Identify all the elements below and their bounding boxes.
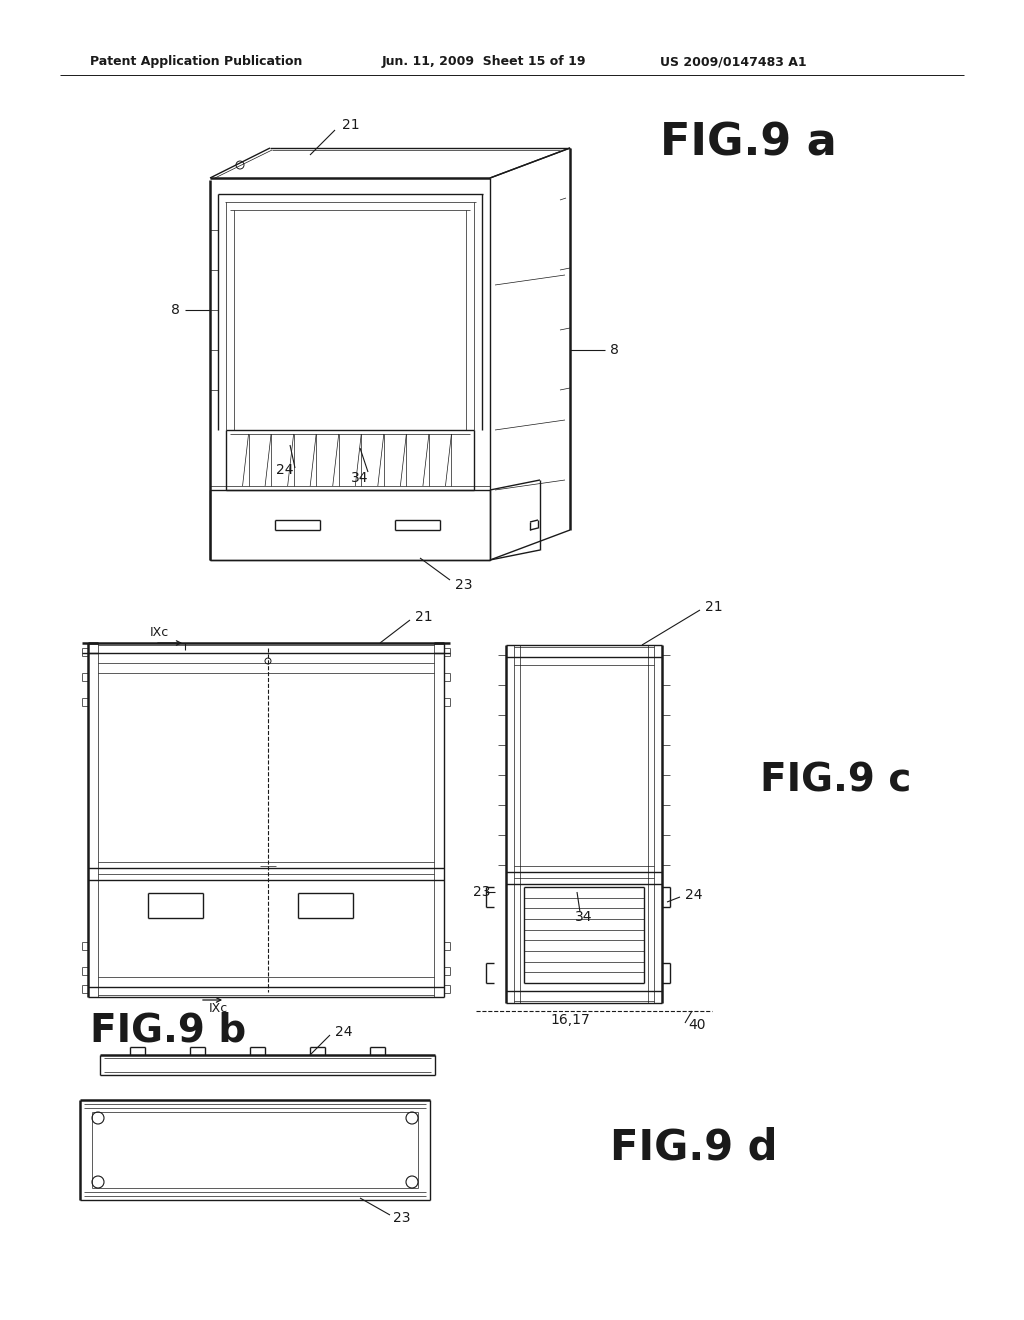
Text: FIG.9 d: FIG.9 d	[610, 1127, 777, 1170]
Text: 34: 34	[575, 909, 593, 924]
Text: Patent Application Publication: Patent Application Publication	[90, 55, 302, 69]
Text: 21: 21	[342, 117, 359, 132]
Text: IXc: IXc	[208, 1002, 227, 1015]
Text: 23: 23	[455, 578, 472, 591]
Text: 24: 24	[335, 1026, 352, 1039]
Text: 34: 34	[351, 471, 369, 484]
Text: FIG.9 b: FIG.9 b	[90, 1011, 246, 1049]
Text: FIG.9 a: FIG.9 a	[660, 121, 837, 165]
Text: 40: 40	[688, 1018, 706, 1032]
Text: 21: 21	[705, 601, 723, 614]
Text: 23: 23	[393, 1210, 411, 1225]
Text: Jun. 11, 2009  Sheet 15 of 19: Jun. 11, 2009 Sheet 15 of 19	[382, 55, 587, 69]
Text: 21: 21	[415, 610, 432, 624]
Text: 24: 24	[685, 888, 702, 902]
Text: 16,17: 16,17	[550, 1012, 590, 1027]
Text: IXc: IXc	[150, 627, 169, 639]
Text: US 2009/0147483 A1: US 2009/0147483 A1	[660, 55, 807, 69]
Text: 8: 8	[610, 343, 618, 356]
Text: 23: 23	[472, 884, 490, 899]
Text: FIG.9 c: FIG.9 c	[760, 762, 911, 799]
Text: 24: 24	[276, 463, 294, 477]
Text: 8: 8	[171, 304, 180, 317]
